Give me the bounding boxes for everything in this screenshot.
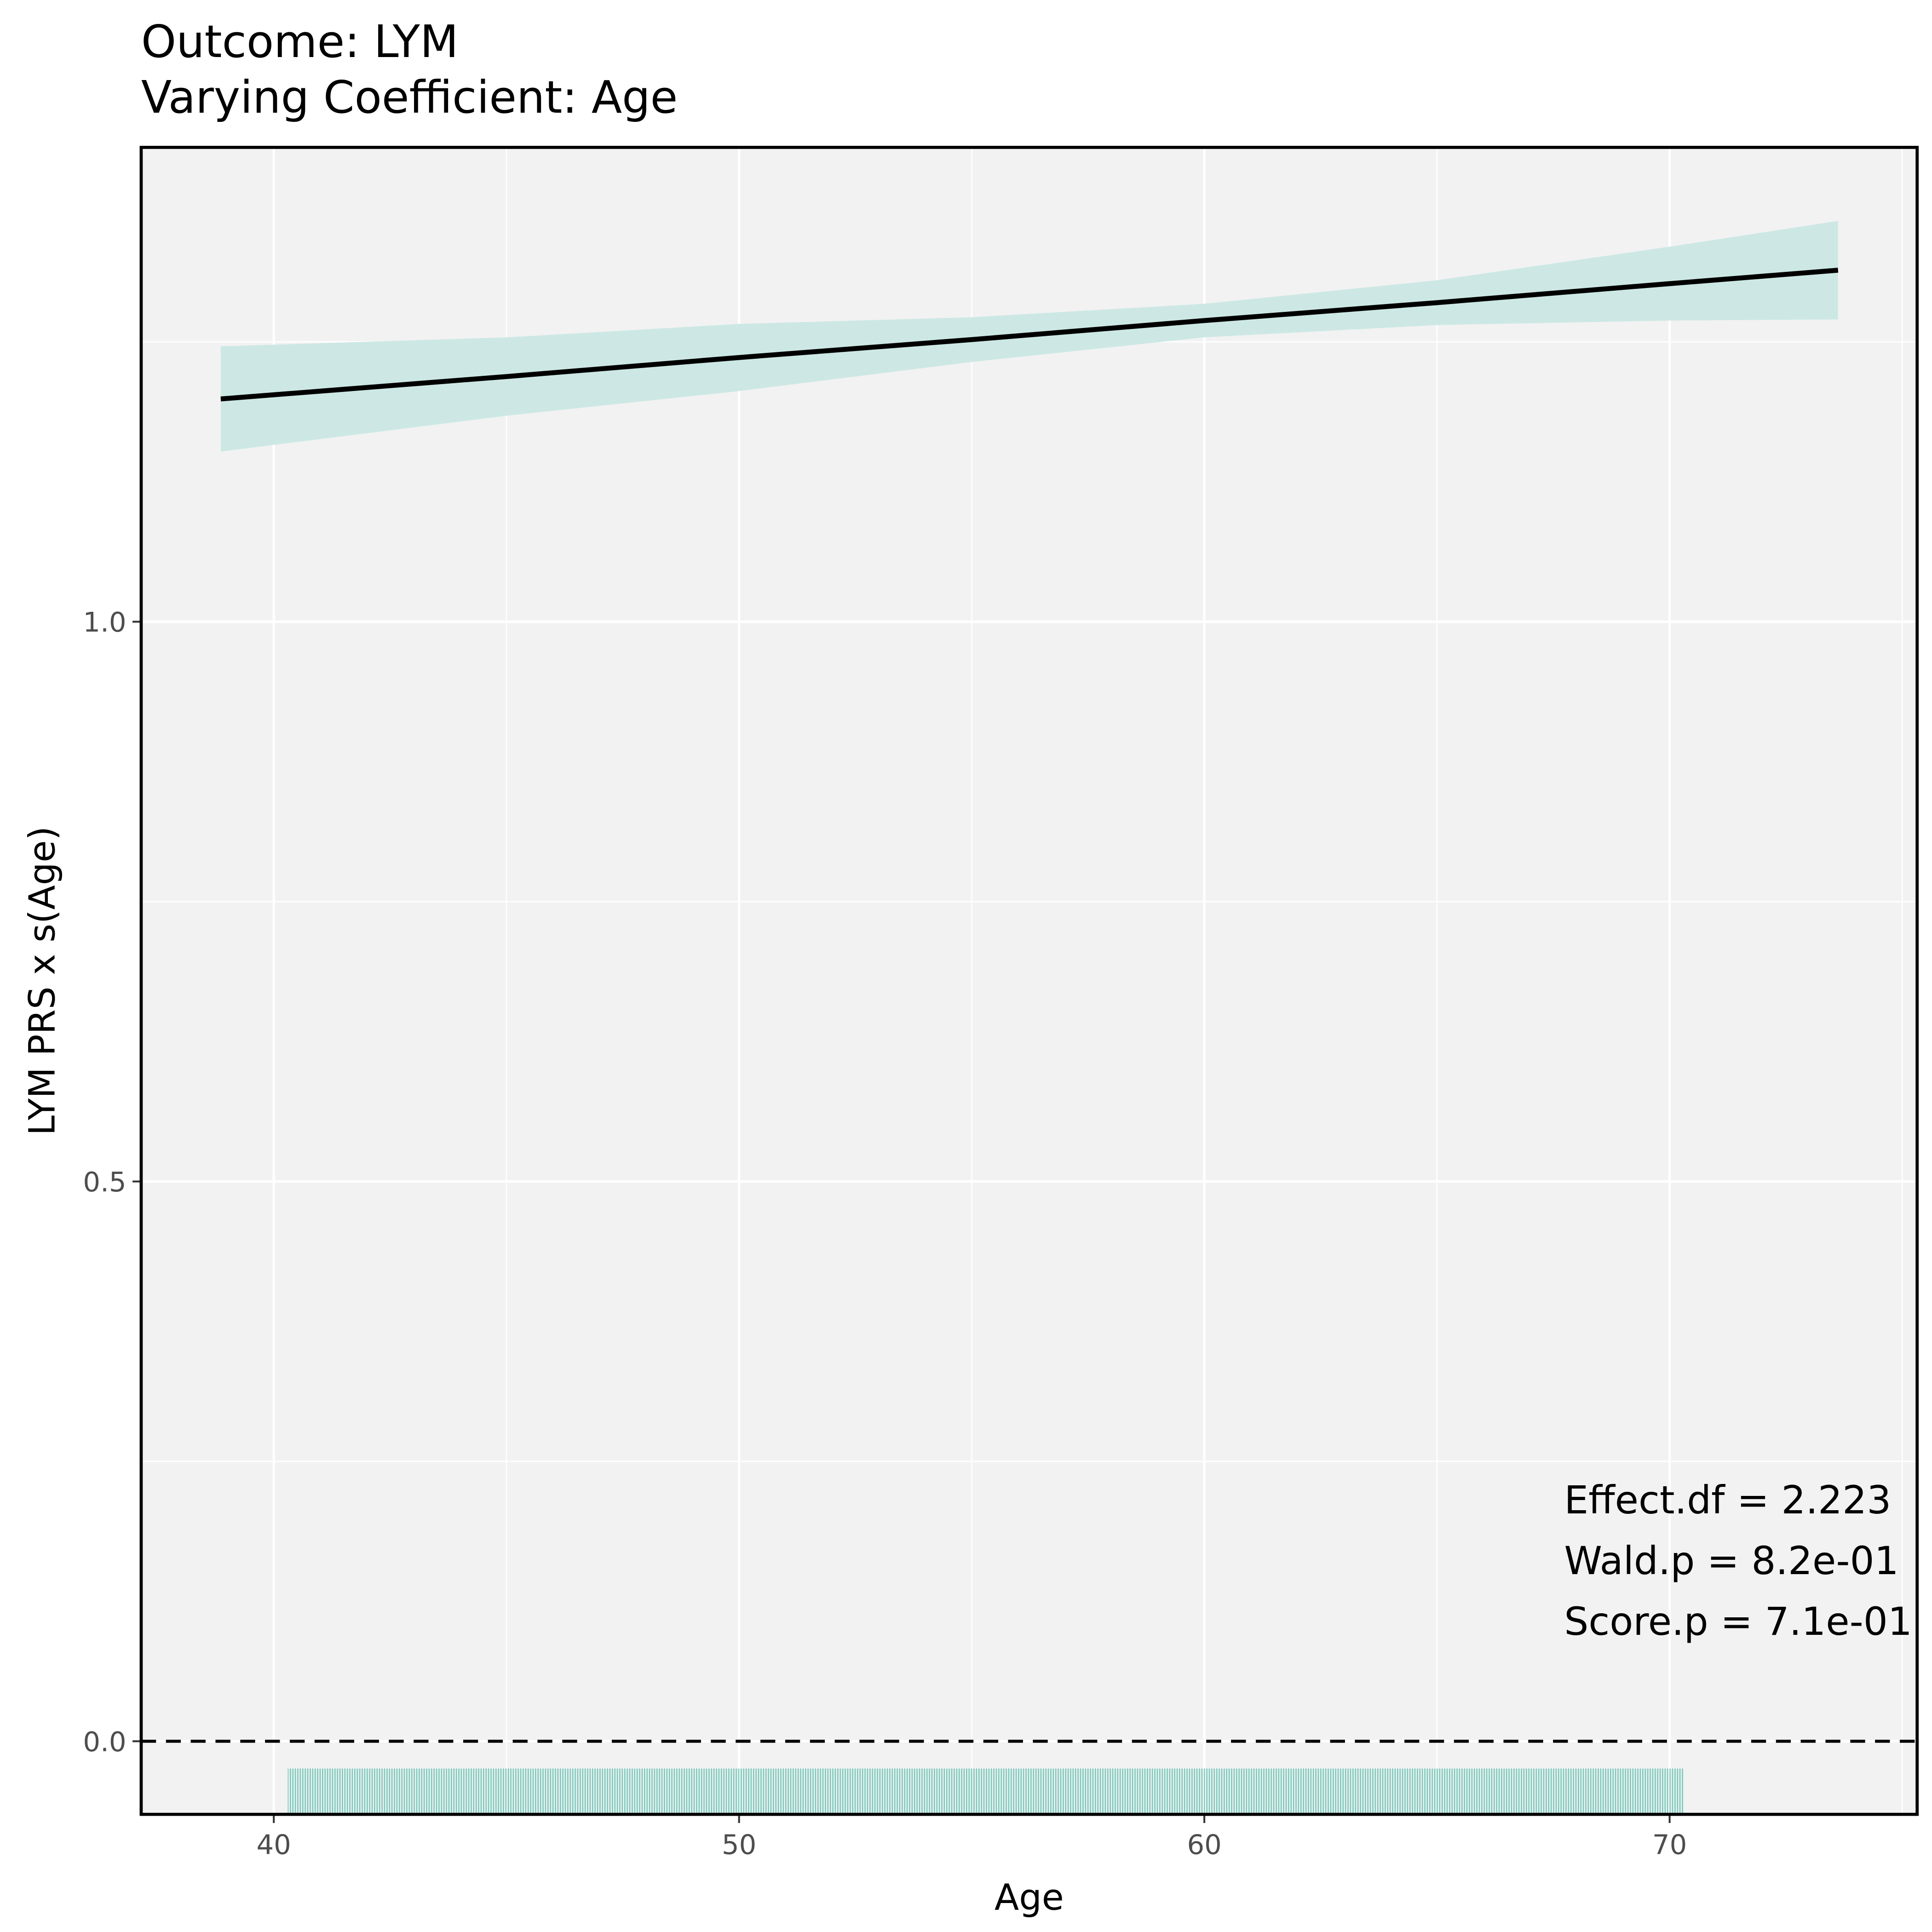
y-tick-label: 0.0 (83, 1726, 126, 1758)
x-axis-label: Age (995, 1877, 1064, 1919)
annotation: Effect.df = 2.223 (1564, 1478, 1891, 1523)
chart-subtitle: Varying Coefficient: Age (141, 71, 678, 123)
annotation: Score.p = 7.1e-01 (1564, 1599, 1912, 1644)
x-tick-label: 40 (257, 1828, 291, 1860)
panel-background (141, 147, 1917, 1815)
line (220, 267, 1839, 402)
x-tick-label: 60 (1187, 1828, 1221, 1860)
annotation: Wald.p = 8.2e-01 (1564, 1539, 1898, 1583)
y-tick-label: 1.0 (83, 606, 126, 638)
y-tick-label: 0.5 (83, 1166, 126, 1198)
plot-area (141, 147, 1917, 1815)
panel-border (139, 146, 1919, 1816)
y-axis-label: LYM PRS x s(Age) (22, 826, 63, 1135)
rug (288, 1768, 1684, 1815)
x-tick-label: 50 (722, 1828, 756, 1860)
chart-title: Outcome: LYM (141, 16, 459, 68)
x-tick-label: 70 (1652, 1828, 1687, 1860)
